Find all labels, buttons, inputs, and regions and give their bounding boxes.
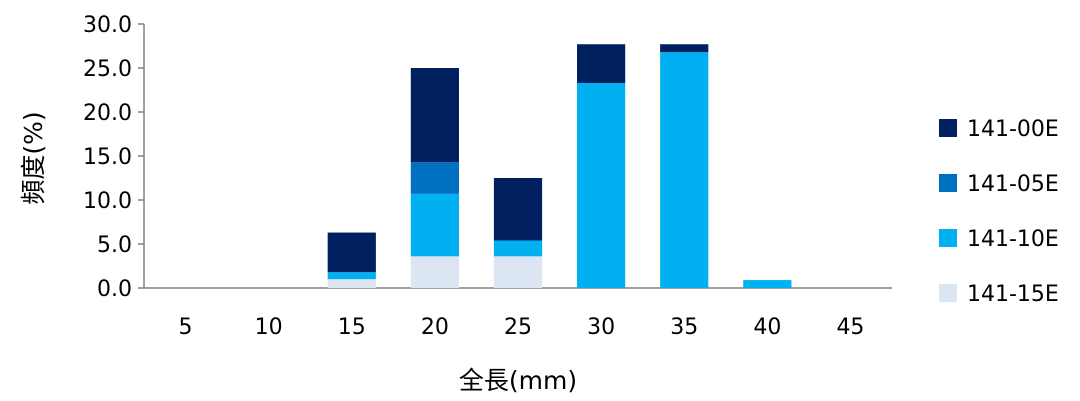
x-tick-label: 45 [836,315,864,340]
x-tick-label: 35 [670,315,698,340]
bar-segment-141-00E-30 [577,44,626,83]
y-tick-label: 30.0 [83,13,132,38]
y-tick-label: 25.0 [83,57,132,82]
y-tick-label: 10.0 [83,189,132,214]
legend: 141-00E 141-05E 141-10E 141-15E [939,117,1059,307]
x-tick-label: 5 [179,315,193,340]
y-axis-title: 頻度(%) [19,111,48,204]
bar-segment-141-15E-15 [327,279,376,288]
x-tick-label: 40 [753,315,781,340]
bars [327,44,792,289]
bar-segment-141-10E-25 [493,240,543,257]
x-tick-label: 15 [338,315,366,340]
legend-swatch-141-15E [939,284,957,302]
bar-segment-141-00E-35 [660,44,709,53]
legend-label-141-10E: 141-10E [967,227,1059,252]
bar-segment-141-00E-25 [493,178,543,241]
bar-segment-141-10E-15 [327,272,376,280]
legend-label-141-00E: 141-00E [967,117,1059,142]
bar-segment-141-10E-40 [743,280,792,288]
bar-segment-141-15E-25 [493,256,543,288]
y-tick-label: 5.0 [97,233,132,258]
legend-label-141-05E: 141-05E [967,172,1059,197]
y-tick-label: 15.0 [83,145,132,170]
bar-segment-141-05E-20 [410,162,459,194]
x-axis-title: 全長(mm) [459,366,577,395]
x-tick-label: 20 [421,315,449,340]
x-tick-label: 25 [504,315,532,340]
legend-swatch-141-00E [939,119,957,137]
bar-segment-141-00E-20 [410,68,459,163]
x-tick-label: 10 [255,315,283,340]
bar-segment-141-00E-15 [327,232,376,273]
x-axis: 5 10 15 20 25 30 35 40 45 [144,287,892,340]
bar-segment-141-10E-20 [410,193,459,257]
bar-segment-141-15E-20 [410,256,459,288]
x-tick-label: 30 [587,315,615,340]
legend-swatch-141-10E [939,229,957,247]
y-tick-label: 20.0 [83,101,132,126]
bar-segment-141-10E-35 [660,52,709,288]
y-tick-label: 0.0 [97,277,132,302]
y-axis: 0.0 5.0 10.0 15.0 20.0 25.0 30.0 [83,13,145,302]
legend-swatch-141-05E [939,174,957,192]
bar-segment-141-10E-30 [577,82,626,289]
legend-label-141-15E: 141-15E [967,282,1059,307]
